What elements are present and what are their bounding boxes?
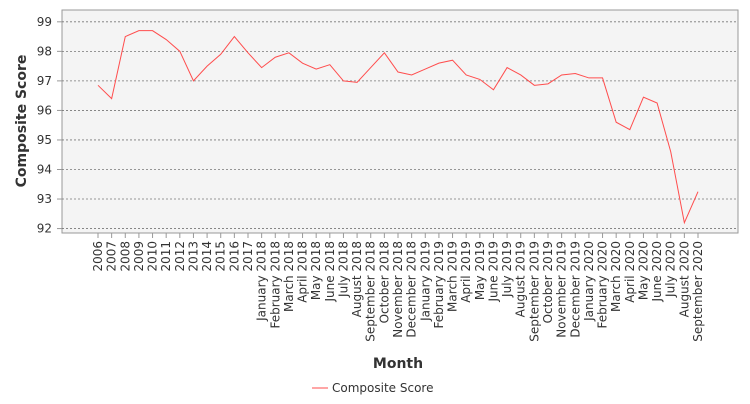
x-tick-label: January 2018 <box>255 241 269 322</box>
x-tick-label: April 2020 <box>623 241 637 303</box>
x-tick-label: December 2018 <box>405 241 419 338</box>
x-tick-label: 2013 <box>186 241 200 272</box>
x-tick-label: March 2019 <box>446 241 460 312</box>
legend-label: Composite Score <box>332 381 433 395</box>
x-tick-label: November 2019 <box>555 241 569 338</box>
y-tick-label: 98 <box>37 44 52 58</box>
x-tick-label: August 2018 <box>350 241 364 317</box>
y-tick-label: 97 <box>37 74 52 88</box>
data-line <box>97 30 699 225</box>
x-tick-label: September 2020 <box>691 241 705 342</box>
x-tick-label: June 2018 <box>323 241 337 303</box>
x-tick-label: 2008 <box>118 241 132 272</box>
x-tick-label: July 2020 <box>664 241 678 298</box>
x-tick-label: June 2019 <box>486 241 500 303</box>
x-axis-title: Month <box>373 356 423 372</box>
x-tick-label: February 2020 <box>596 241 610 329</box>
x-tick-label: 2007 <box>105 241 119 272</box>
x-tick-label: 2010 <box>146 241 160 272</box>
x-tick-label: 2006 <box>91 241 105 272</box>
x-tick-label: June 2020 <box>650 241 664 303</box>
x-tick-label: February 2018 <box>268 241 282 329</box>
plot-area <box>61 9 739 234</box>
x-tick-label: 2016 <box>227 241 241 272</box>
x-tick-label: February 2019 <box>432 241 446 329</box>
x-tick-label: October 2018 <box>377 241 391 323</box>
x-tick-label: August 2020 <box>677 241 691 317</box>
x-tick-label: May 2020 <box>636 241 650 300</box>
x-tick-label: March 2020 <box>609 241 623 312</box>
y-tick-label: 95 <box>37 133 52 147</box>
x-tick-label: 2017 <box>241 241 255 272</box>
x-tick-label: September 2019 <box>527 241 541 342</box>
x-tick-label: July 2018 <box>336 241 350 298</box>
x-tick-label: January 2020 <box>582 241 596 322</box>
x-tick-label: 2011 <box>159 241 173 272</box>
y-tick-label: 92 <box>37 222 52 236</box>
x-tick-label: July 2019 <box>500 241 514 298</box>
x-tick-label: December 2019 <box>568 241 582 338</box>
x-tick-label: April 2018 <box>296 241 310 303</box>
x-tick-label: March 2018 <box>282 241 296 312</box>
x-tick-label: 2015 <box>214 241 228 272</box>
x-tick-label: August 2019 <box>514 241 528 317</box>
x-tick-label: January 2019 <box>418 241 432 322</box>
x-tick-label: September 2018 <box>364 241 378 342</box>
y-tick-label: 96 <box>37 103 52 117</box>
x-tick-label: November 2018 <box>391 241 405 338</box>
x-tick-label: May 2019 <box>473 241 487 300</box>
x-tick-label: 2014 <box>200 241 214 272</box>
x-tick-label: 2012 <box>173 241 187 272</box>
x-tick-label: May 2018 <box>309 241 323 300</box>
y-axis-title: Composite Score <box>14 55 30 188</box>
y-tick-label: 99 <box>37 15 52 29</box>
x-tick-label: 2009 <box>132 241 146 272</box>
x-tick-label: April 2019 <box>459 241 473 303</box>
y-tick-label: 94 <box>37 162 52 176</box>
y-tick-label: 93 <box>37 192 52 206</box>
x-tick-label: October 2019 <box>541 241 555 323</box>
